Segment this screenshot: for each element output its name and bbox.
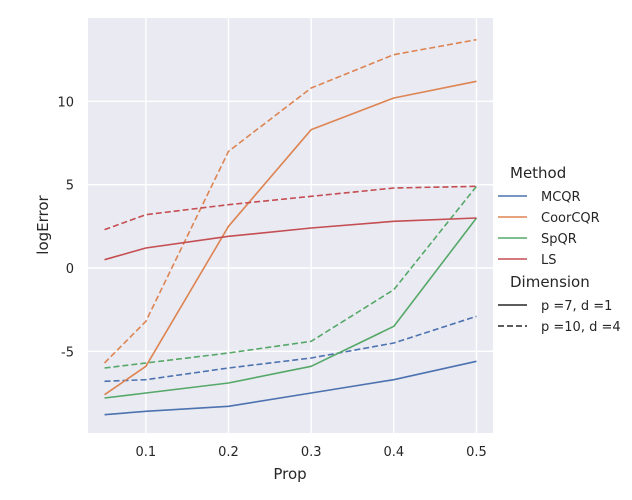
legend-methods: MCQR CoorCQR SpQR LS xyxy=(498,190,600,268)
legend-method-title: Method xyxy=(510,164,566,182)
series-line-mcqr-dashed xyxy=(104,315,477,383)
x-tick-label: 0.1 xyxy=(136,445,157,460)
legend-label-dashed: p =10, d =4 xyxy=(541,320,621,335)
legend-dimension-title: Dimension xyxy=(510,273,590,291)
x-tick-label: 0.4 xyxy=(383,445,404,460)
legend-dimensions: p =7, d =1 p =10, d =4 xyxy=(498,299,621,335)
y-tick-label: 10 xyxy=(57,95,74,110)
plot-background xyxy=(88,18,493,433)
y-tick-labels: -5 0 5 10 xyxy=(57,95,74,360)
legend-label-ls: LS xyxy=(541,253,557,268)
series-line-ls-dashed xyxy=(104,185,477,231)
x-tick-labels: 0.1 0.2 0.3 0.4 0.5 xyxy=(136,445,487,460)
legend-label-spqr: SpQR xyxy=(541,232,577,247)
legend: Method MCQR CoorCQR SpQR LS Dimension p =7,… xyxy=(498,164,621,335)
legend-label-mcqr: MCQR xyxy=(541,190,581,205)
y-tick-label: 5 xyxy=(66,179,74,194)
y-axis-title: logError xyxy=(34,194,52,254)
x-tick-label: 0.5 xyxy=(466,445,487,460)
x-tick-label: 0.3 xyxy=(301,445,322,460)
series-line-ls-solid xyxy=(104,217,477,261)
y-tick-label: -5 xyxy=(61,345,74,360)
legend-label-solid: p =7, d =1 xyxy=(541,299,612,314)
series-lines xyxy=(103,38,478,416)
x-axis-title: Prop xyxy=(273,465,306,483)
legend-label-coorcqr: CoorCQR xyxy=(541,211,600,226)
series-line-spqr-solid xyxy=(104,217,478,399)
series-line-spqr-dashed xyxy=(104,185,478,369)
y-tick-label: 0 xyxy=(66,262,74,277)
series-line-coorcqr-solid xyxy=(104,80,477,396)
series-line-mcqr-solid xyxy=(104,360,477,416)
series-line-coorcqr-dashed xyxy=(103,38,477,364)
x-tick-label: 0.2 xyxy=(218,445,239,460)
